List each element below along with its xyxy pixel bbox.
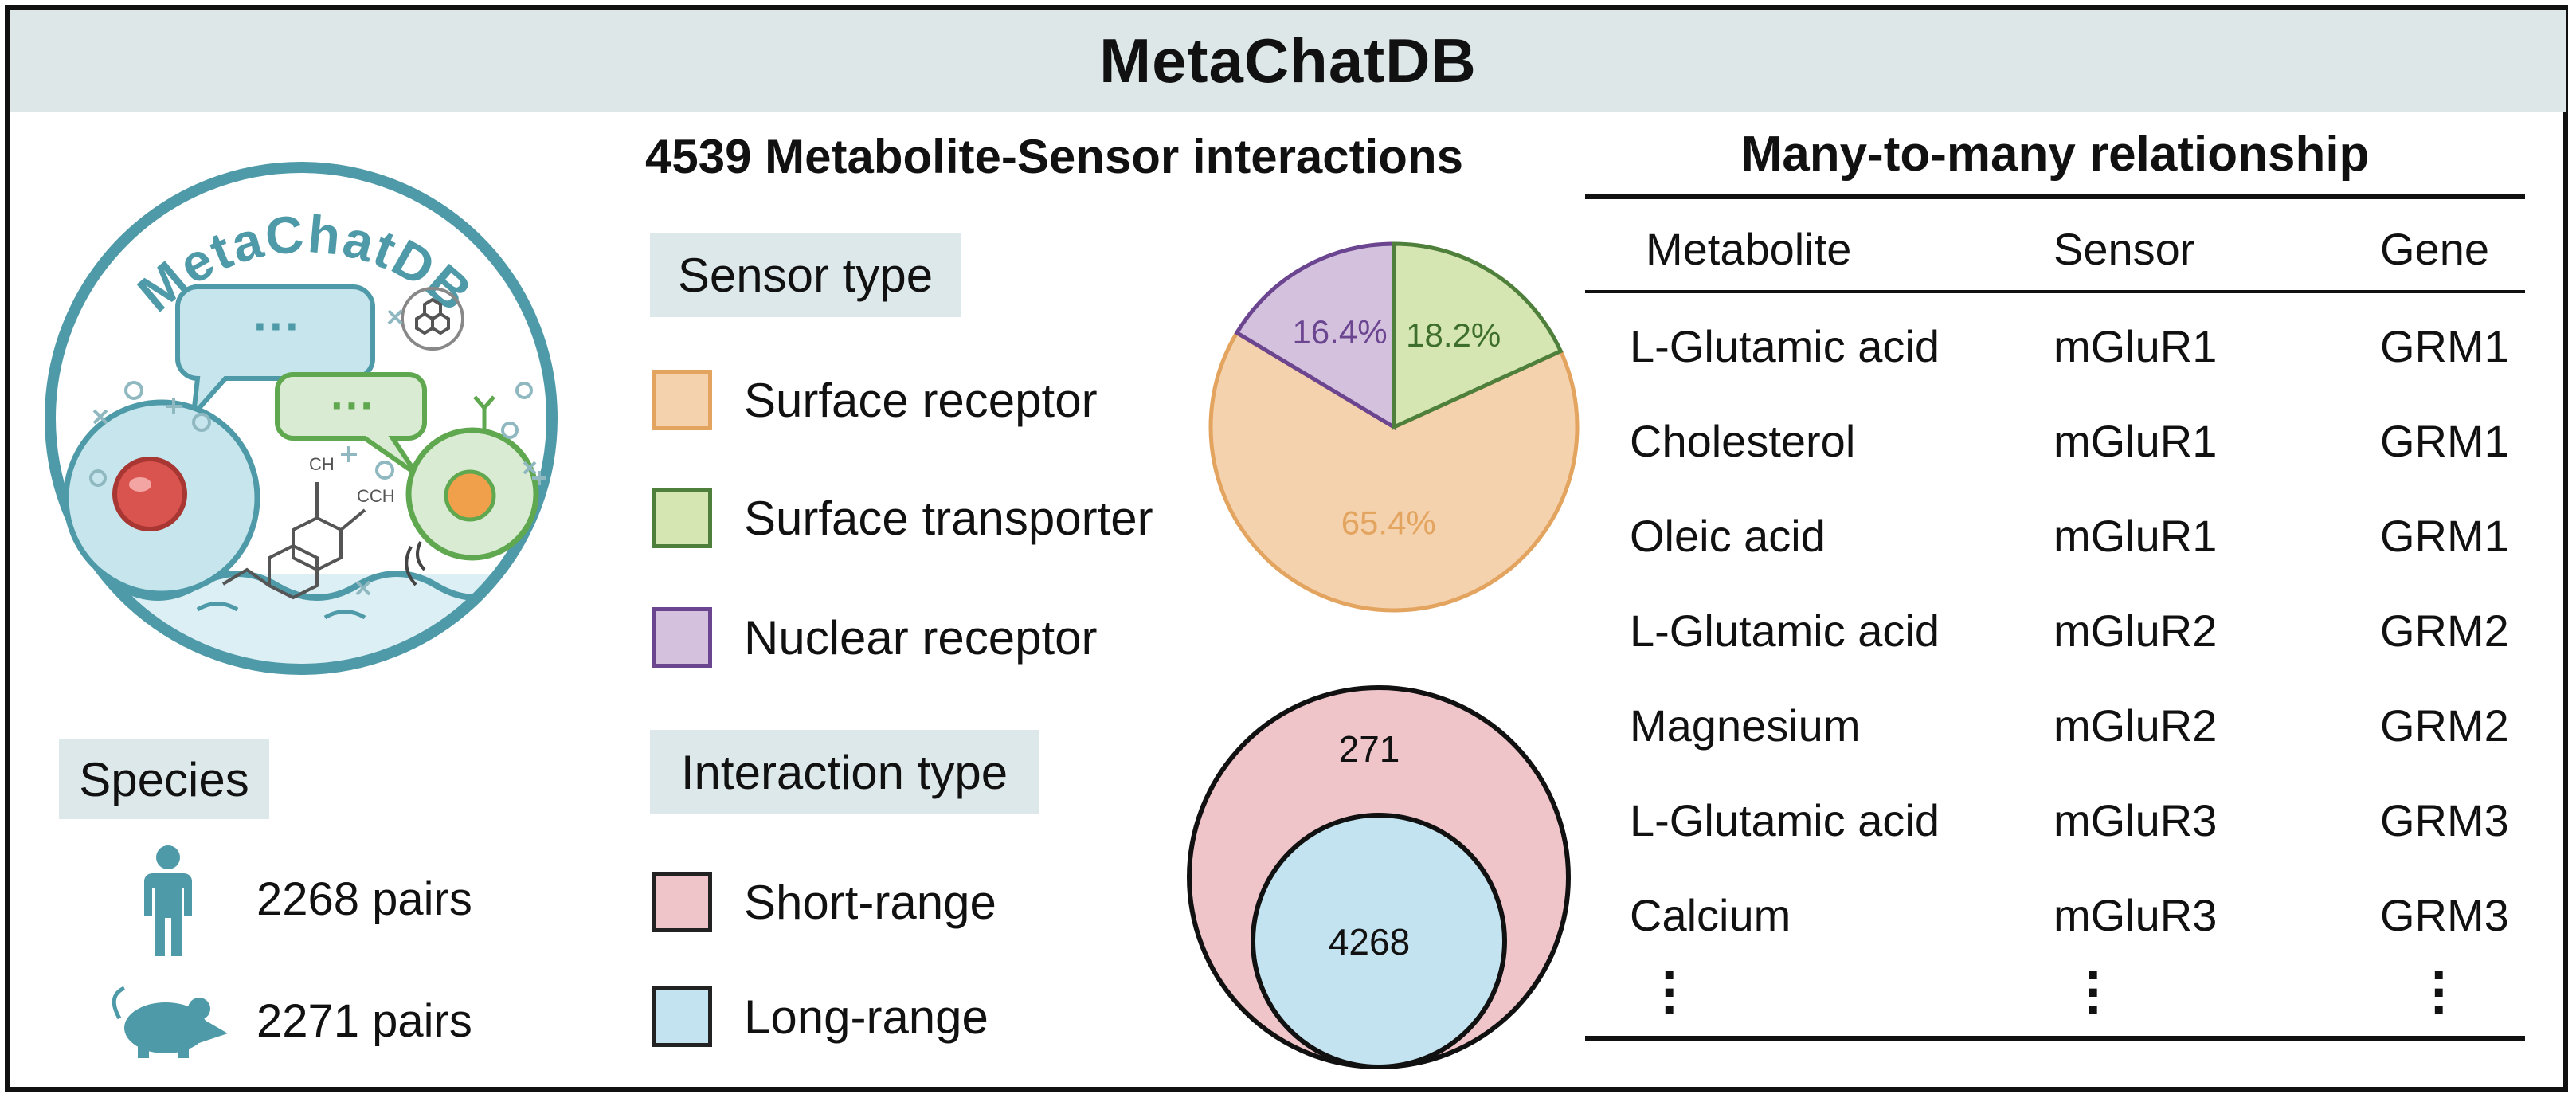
table-cell: Calcium — [1630, 890, 1791, 940]
swatch-short-range — [652, 872, 712, 932]
long-range-circle — [1251, 813, 1507, 1069]
table-cell: mGluR2 — [2053, 700, 2218, 751]
table-cell: GRM1 — [2380, 321, 2509, 371]
header-sensor: Sensor — [2053, 224, 2195, 274]
continuation-dots: · · · — [1662, 943, 1681, 1041]
legend-label: Surface receptor — [744, 373, 1098, 427]
table-header-rule — [1585, 290, 2525, 293]
speech-bubble-blue — [175, 284, 375, 422]
table-cell: mGluR3 — [2053, 890, 2218, 940]
ellipsis-blue: ··· — [253, 300, 301, 353]
banner-title: MetaChatDB — [1099, 25, 1477, 96]
molecule-label-cch: CCH — [357, 486, 395, 506]
table-cell: L-Glutamic acid — [1630, 321, 1940, 371]
pie-slice — [1234, 241, 1396, 431]
header-metabolite: Metabolite — [1646, 224, 1852, 274]
table-cell: GRM2 — [2380, 606, 2509, 656]
signal-waves-icon — [405, 541, 426, 586]
pie-slice-label: 16.4% — [1292, 313, 1387, 351]
sensor-type-pie-chart: 65.4% 16.4% 18.2% — [1208, 241, 1580, 613]
table-cell: GRM1 — [2380, 511, 2509, 561]
pie-slice-label: 18.2% — [1406, 316, 1501, 354]
mouse-icon — [112, 986, 228, 1058]
scattered-symbols — [89, 309, 546, 596]
molecule-hexagons-icon — [401, 287, 464, 351]
species-label: Species — [59, 739, 269, 819]
continuation-dots: · · · — [2431, 943, 2450, 1041]
interactions-title: 4539 Metabolite-Sensor interactions — [645, 130, 1463, 183]
table-cell: Magnesium — [1630, 700, 1861, 751]
swatch-long-range — [652, 986, 712, 1047]
legend-long-range: Long-range — [652, 986, 989, 1047]
legend-label: Surface transporter — [744, 491, 1153, 545]
table-cell: GRM3 — [2380, 890, 2509, 940]
table-cell: Oleic acid — [1630, 511, 1826, 561]
left-cell-nucleus — [112, 457, 187, 531]
water-ripple — [196, 602, 366, 620]
nucleus-highlight — [129, 477, 151, 492]
figure-frame — [5, 5, 2568, 1092]
table-top-rule — [1585, 194, 2525, 199]
legend-surface-receptor: Surface receptor — [652, 370, 1098, 430]
logo-circle-ring — [45, 162, 558, 675]
mouse-pairs: 2271 pairs — [256, 995, 472, 1047]
legend-short-range: Short-range — [652, 872, 996, 932]
legend-surface-transporter: Surface transporter — [652, 488, 1153, 548]
table-cell: GRM1 — [2380, 416, 2509, 466]
sensor-type-label-text: Sensor type — [677, 248, 934, 302]
table-cell: GRM3 — [2380, 795, 2509, 845]
table-cell: mGluR1 — [2053, 416, 2218, 466]
table-cell: mGluR1 — [2053, 511, 2218, 561]
continuation-dots: · · · — [2085, 943, 2104, 1041]
metabolite-structure-icon — [221, 482, 366, 600]
legend-label: Nuclear receptor — [744, 610, 1098, 665]
table-cell: GRM2 — [2380, 700, 2509, 751]
legend-label: Short-range — [744, 875, 996, 929]
sensor-type-label: Sensor type — [650, 233, 961, 317]
molecule-label-ch: CH — [309, 454, 335, 474]
right-cell-nucleus — [444, 469, 496, 522]
human-pairs: 2268 pairs — [256, 873, 472, 925]
pie-slice — [1208, 330, 1580, 613]
pie-slice — [1392, 241, 1564, 430]
swatch-surface-receptor — [652, 370, 712, 430]
ellipsis-green: ··· — [331, 380, 375, 430]
metachatdb-logo-illustration: MetaChatDB ··· ··· CH CCH — [45, 162, 558, 675]
receptor-icon — [473, 395, 495, 430]
relationship-table: Many-to-many relationship Metabolite Sen… — [1585, 120, 2525, 1052]
pie-slice-label: 65.4% — [1341, 504, 1436, 541]
swatch-surface-transporter — [652, 488, 712, 548]
legend-nuclear-receptor: Nuclear receptor — [652, 607, 1098, 668]
table-cell: L-Glutamic acid — [1630, 795, 1940, 845]
relationship-title: Many-to-many relationship — [1740, 127, 2370, 182]
species-mouse-row: 2271 pairs — [256, 994, 472, 1048]
interaction-type-label: Interaction type — [650, 730, 1039, 814]
table-cell: mGluR2 — [2053, 606, 2218, 656]
table-cell: mGluR3 — [2053, 795, 2218, 845]
human-icon — [144, 845, 192, 956]
table-bottom-rule — [1585, 1036, 2525, 1041]
short-range-count: 271 — [1339, 728, 1400, 770]
table-cell: L-Glutamic acid — [1630, 606, 1940, 656]
title-banner: MetaChatDB — [10, 10, 2566, 112]
long-range-count: 4268 — [1329, 921, 1410, 963]
table-cell: Cholesterol — [1630, 416, 1856, 466]
species-human-row: 2268 pairs — [256, 873, 472, 926]
table-cell: mGluR1 — [2053, 321, 2218, 371]
species-label-text: Species — [79, 752, 249, 806]
swatch-nuclear-receptor — [652, 607, 712, 668]
speech-bubble-green — [275, 372, 427, 476]
interaction-type-label-text: Interaction type — [680, 745, 1008, 799]
interaction-type-nested-circles: 271 4268 — [1187, 685, 1571, 1069]
legend-label: Long-range — [744, 990, 989, 1044]
header-gene: Gene — [2380, 224, 2489, 274]
